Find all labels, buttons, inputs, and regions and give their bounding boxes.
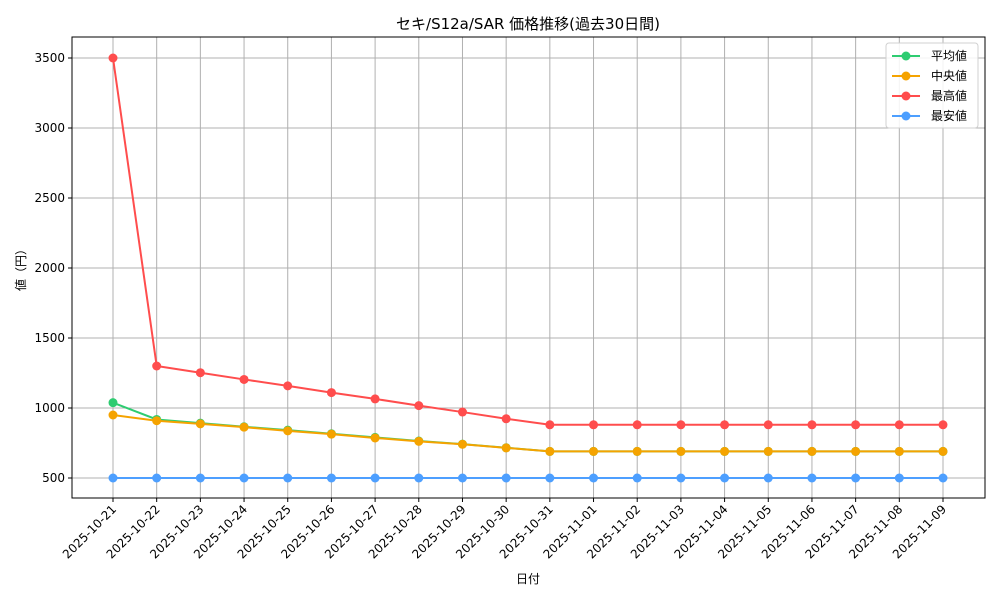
data-point <box>195 368 205 378</box>
data-point <box>763 446 773 456</box>
data-point <box>894 420 904 430</box>
legend-box <box>885 42 979 129</box>
y-tick-label: 3000 <box>34 121 65 135</box>
data-point <box>676 473 686 483</box>
y-tick-label: 2500 <box>34 191 65 205</box>
data-point <box>326 473 336 483</box>
data-point <box>152 361 162 371</box>
legend-marker <box>901 91 911 101</box>
data-point <box>152 473 162 483</box>
data-point <box>152 416 162 426</box>
data-point <box>457 473 467 483</box>
y-axis-ticks: 500 1000 1500 2000 2500 3000 3500 <box>34 51 72 485</box>
data-point <box>632 446 642 456</box>
data-point <box>326 429 336 439</box>
data-point <box>283 426 293 436</box>
y-tick-label: 500 <box>42 471 65 485</box>
data-point <box>807 420 817 430</box>
series-1 <box>108 410 948 456</box>
legend-marker <box>901 71 911 81</box>
data-point <box>676 420 686 430</box>
data-point <box>283 381 293 391</box>
data-point <box>851 473 861 483</box>
grid-lines <box>72 37 985 498</box>
data-point <box>763 473 773 483</box>
data-point <box>108 473 118 483</box>
x-axis-label: 日付 <box>516 572 540 586</box>
legend-marker <box>901 51 911 61</box>
legend-label: 最高値 <box>931 88 967 103</box>
data-point <box>370 433 380 443</box>
data-point <box>414 473 424 483</box>
data-point <box>545 420 555 430</box>
data-point <box>589 446 599 456</box>
data-point <box>501 443 511 453</box>
data-point <box>807 446 817 456</box>
data-point <box>545 473 555 483</box>
data-point <box>763 420 773 430</box>
data-point <box>283 473 293 483</box>
legend-label: 最安値 <box>931 108 967 123</box>
data-point <box>108 53 118 63</box>
data-point <box>457 439 467 449</box>
y-tick-label: 3500 <box>34 51 65 65</box>
data-point <box>894 446 904 456</box>
data-point <box>545 446 555 456</box>
data-point <box>326 388 336 398</box>
data-point <box>938 420 948 430</box>
legend-marker <box>901 111 911 121</box>
legend-label: 平均値 <box>931 48 967 63</box>
data-point <box>108 410 118 420</box>
data-point <box>501 414 511 424</box>
data-point <box>239 374 249 384</box>
data-point <box>195 419 205 429</box>
y-tick-label: 2000 <box>34 261 65 275</box>
data-point <box>632 420 642 430</box>
data-point <box>589 473 599 483</box>
data-point <box>414 401 424 411</box>
data-point <box>589 420 599 430</box>
data-point <box>370 473 380 483</box>
legend-label: 中央値 <box>931 68 967 83</box>
data-point <box>108 398 118 408</box>
y-tick-label: 1000 <box>34 401 65 415</box>
data-point <box>720 473 730 483</box>
data-point <box>894 473 904 483</box>
chart-title: セキ/S12a/SAR 価格推移(過去30日間) <box>396 15 660 33</box>
data-point <box>239 422 249 432</box>
data-point <box>370 394 380 404</box>
series-2 <box>108 53 948 430</box>
series-line <box>112 57 943 426</box>
data-point <box>807 473 817 483</box>
data-point <box>414 436 424 446</box>
data-point <box>720 420 730 430</box>
x-axis-ticks: 2025-10-212025-10-222025-10-232025-10-24… <box>60 498 949 561</box>
data-point <box>501 473 511 483</box>
data-point <box>938 473 948 483</box>
data-point <box>457 407 467 417</box>
data-point <box>720 446 730 456</box>
data-point <box>938 446 948 456</box>
series-line <box>112 414 943 453</box>
data-point <box>676 446 686 456</box>
data-point <box>851 420 861 430</box>
y-tick-label: 1500 <box>34 331 65 345</box>
data-point <box>239 473 249 483</box>
data-series <box>108 53 948 483</box>
data-point <box>632 473 642 483</box>
data-point <box>195 473 205 483</box>
data-point <box>851 446 861 456</box>
y-axis-label: 値（円） <box>13 243 28 291</box>
series-3 <box>108 473 948 483</box>
